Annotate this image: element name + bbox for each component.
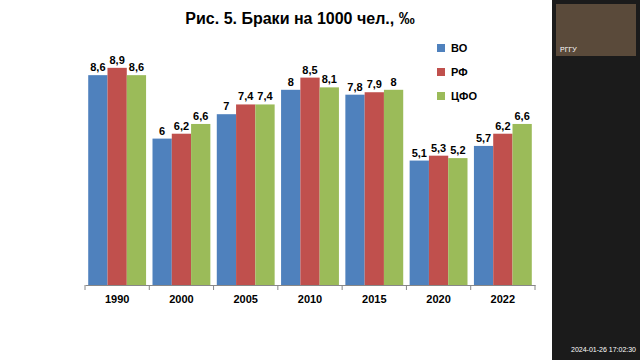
legend-item: ЦФО (437, 90, 477, 102)
data-label: 8 (391, 76, 397, 88)
bar (127, 75, 146, 285)
legend-swatch (437, 44, 445, 52)
bar (172, 134, 191, 285)
side-panel (552, 0, 640, 360)
data-label: 5,2 (450, 144, 465, 156)
x-tick-label: 1990 (105, 293, 129, 305)
bar (429, 156, 448, 285)
annotation: РГГУ (560, 46, 577, 53)
x-tick-label: 2005 (233, 293, 257, 305)
data-label: 7,4 (257, 90, 273, 102)
x-tick: 1990 (105, 285, 129, 305)
data-label: 8,1 (322, 73, 337, 85)
bar (474, 146, 493, 285)
legend-label: РФ (451, 66, 468, 78)
x-tick: 2020 (426, 285, 450, 305)
bar (88, 75, 107, 285)
bar (384, 90, 403, 285)
bar (410, 161, 429, 285)
bar (345, 95, 364, 285)
bars (88, 68, 532, 285)
bar (448, 158, 467, 285)
bar (191, 124, 210, 285)
data-label: 6 (159, 125, 165, 137)
bar (108, 68, 127, 285)
data-label: 5,7 (476, 132, 491, 144)
video-thumb (556, 4, 636, 56)
data-label: 8,6 (129, 61, 144, 73)
bar (513, 124, 532, 285)
bar (493, 134, 512, 285)
bar (217, 114, 236, 285)
x-separator (277, 285, 278, 290)
x-separator (85, 285, 86, 290)
bar (153, 139, 172, 285)
x-axis: 1990 2000 2005 2010 2015 2020 2022 (86, 285, 536, 305)
legend-label: ВО (451, 42, 468, 54)
x-axis-line (86, 285, 536, 286)
x-separators (85, 285, 535, 290)
x-separator (535, 285, 536, 290)
legend: ВО РФ ЦФО (437, 42, 477, 102)
legend-item: РФ (437, 66, 468, 78)
bar (320, 87, 339, 285)
x-separator (470, 285, 471, 290)
legend-item: ВО (437, 42, 468, 54)
data-label: 6,6 (514, 110, 529, 122)
data-label: 6,6 (193, 110, 208, 122)
x-tick-label: 2010 (298, 293, 322, 305)
annotation: 2024-01-26 17:02:30 (571, 346, 636, 353)
data-label: 8,6 (90, 61, 105, 73)
data-label: 8,9 (109, 54, 124, 66)
legend-swatch (437, 68, 445, 76)
x-tick-label: 2022 (491, 293, 515, 305)
chart: РГГУ 2024-01-26 17:02:30 Рис. 5. Браки на … (0, 0, 640, 360)
x-separator (149, 285, 150, 290)
title: Рис. 5. Браки на 1000 чел., ‰ (185, 10, 414, 27)
bar (255, 104, 274, 285)
data-label: 5,3 (431, 142, 446, 154)
data-label: 5,1 (412, 147, 427, 159)
x-tick: 2010 (298, 285, 322, 305)
bar (281, 90, 300, 285)
x-tick-label: 2015 (362, 293, 386, 305)
data-label: 8 (288, 76, 294, 88)
data-label: 8,5 (302, 64, 317, 76)
data-labels: 8,6 6 7 8 7,8 5,1 5,7 8,9 6,2 7,4 8,5 7,9 5,3 6,2 8,6 6… (90, 54, 530, 159)
x-tick-label: 2000 (169, 293, 193, 305)
x-tick-label: 2020 (426, 293, 450, 305)
legend-label: ЦФО (451, 90, 477, 102)
x-tick: 2022 (491, 285, 515, 305)
bar (236, 104, 255, 285)
bar (300, 78, 319, 285)
legend-swatch (437, 92, 445, 100)
data-label: 6,2 (174, 120, 189, 132)
data-label: 6,2 (495, 120, 510, 132)
data-label: 7,9 (367, 78, 382, 90)
x-separator (406, 285, 407, 290)
x-separator (342, 285, 343, 290)
bar (365, 92, 384, 285)
data-label: 7 (223, 100, 229, 112)
data-label: 7,8 (347, 81, 362, 93)
data-label: 7,4 (238, 90, 254, 102)
x-tick: 2000 (169, 285, 193, 305)
x-separator (213, 285, 214, 290)
x-tick: 2005 (233, 285, 257, 305)
x-tick: 2015 (362, 285, 386, 305)
